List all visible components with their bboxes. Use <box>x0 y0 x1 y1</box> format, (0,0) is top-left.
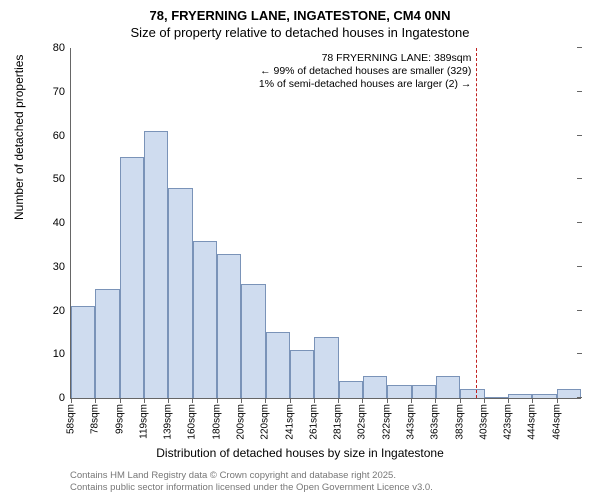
histogram-bar <box>193 241 217 399</box>
x-tick-mark <box>362 398 363 403</box>
histogram-bar <box>71 306 95 398</box>
x-tick-label: 58sqm <box>66 404 77 434</box>
x-tick-mark <box>192 398 193 403</box>
y-tick-mark <box>577 397 582 398</box>
annotation-line: ← 99% of detached houses are smaller (32… <box>259 65 471 78</box>
y-tick-label: 70 <box>53 86 71 98</box>
x-tick-label: 302sqm <box>357 404 368 440</box>
histogram-bar <box>339 381 363 399</box>
x-tick-label: 261sqm <box>308 404 319 440</box>
x-tick-mark <box>460 398 461 403</box>
y-tick-label: 10 <box>53 348 71 360</box>
histogram-bar <box>508 394 532 398</box>
x-tick-label: 383sqm <box>454 404 465 440</box>
histogram-bar <box>266 332 290 398</box>
y-tick-mark <box>577 353 582 354</box>
y-axis-label: Number of detached properties <box>12 55 26 220</box>
histogram-bar <box>241 284 265 398</box>
y-tick-label: 0 <box>59 392 71 404</box>
y-tick-mark <box>577 178 582 179</box>
x-tick-label: 363sqm <box>430 404 441 440</box>
x-tick-label: 160sqm <box>187 404 198 440</box>
x-tick-mark <box>338 398 339 403</box>
annotation-line: 78 FRYERNING LANE: 389sqm <box>259 52 471 65</box>
y-tick-label: 80 <box>53 42 71 54</box>
x-tick-mark <box>435 398 436 403</box>
x-tick-mark <box>265 398 266 403</box>
histogram-bar <box>95 289 119 398</box>
y-tick-mark <box>577 135 582 136</box>
y-tick-mark <box>577 47 582 48</box>
histogram-bar <box>412 385 436 398</box>
y-tick-mark <box>577 310 582 311</box>
histogram-bar <box>436 376 460 398</box>
histogram-bar <box>460 389 484 398</box>
x-tick-label: 403sqm <box>478 404 489 440</box>
histogram-bar <box>387 385 411 398</box>
x-tick-mark <box>290 398 291 403</box>
x-tick-label: 464sqm <box>551 404 562 440</box>
x-tick-label: 343sqm <box>406 404 417 440</box>
histogram-bar <box>290 350 314 398</box>
histogram-bar <box>485 397 508 398</box>
histogram-bar <box>144 131 168 398</box>
histogram-bars <box>71 48 581 398</box>
x-tick-mark <box>411 398 412 403</box>
x-tick-label: 78sqm <box>90 404 101 434</box>
y-tick-mark <box>577 266 582 267</box>
x-tick-mark <box>168 398 169 403</box>
x-tick-label: 322sqm <box>381 404 392 440</box>
credit-line-1: Contains HM Land Registry data © Crown c… <box>70 470 433 482</box>
x-tick-mark <box>532 398 533 403</box>
histogram-bar <box>120 157 144 398</box>
histogram-bar <box>532 394 556 398</box>
x-tick-label: 99sqm <box>114 404 125 434</box>
x-tick-label: 139sqm <box>163 404 174 440</box>
x-axis-label: Distribution of detached houses by size … <box>0 446 600 460</box>
x-tick-label: 281sqm <box>333 404 344 440</box>
chart-plot-area: 01020304050607080 58sqm78sqm99sqm119sqm1… <box>70 48 581 399</box>
x-tick-mark <box>557 398 558 403</box>
x-tick-mark <box>508 398 509 403</box>
histogram-bar <box>217 254 241 398</box>
x-tick-mark <box>241 398 242 403</box>
x-tick-mark <box>120 398 121 403</box>
y-tick-mark <box>577 222 582 223</box>
x-tick-label: 180sqm <box>211 404 222 440</box>
y-tick-label: 20 <box>53 305 71 317</box>
histogram-bar <box>314 337 338 398</box>
x-tick-mark <box>484 398 485 403</box>
x-tick-mark <box>95 398 96 403</box>
x-tick-mark <box>387 398 388 403</box>
y-tick-label: 50 <box>53 173 71 185</box>
x-tick-mark <box>314 398 315 403</box>
credit-text: Contains HM Land Registry data © Crown c… <box>70 470 433 494</box>
x-tick-label: 200sqm <box>236 404 247 440</box>
y-tick-label: 60 <box>53 130 71 142</box>
y-tick-mark <box>577 91 582 92</box>
x-tick-label: 220sqm <box>260 404 271 440</box>
x-tick-label: 119sqm <box>138 404 149 439</box>
y-tick-label: 40 <box>53 217 71 229</box>
histogram-bar <box>168 188 192 398</box>
x-tick-label: 423sqm <box>503 404 514 440</box>
histogram-bar <box>363 376 387 398</box>
y-tick-label: 30 <box>53 261 71 273</box>
x-tick-mark <box>71 398 72 403</box>
marker-line <box>476 48 477 398</box>
credit-line-2: Contains public sector information licen… <box>70 482 433 494</box>
chart-title-sub: Size of property relative to detached ho… <box>0 25 600 42</box>
x-tick-mark <box>144 398 145 403</box>
x-tick-label: 241sqm <box>284 404 295 440</box>
x-tick-mark <box>217 398 218 403</box>
x-tick-label: 444sqm <box>527 404 538 440</box>
chart-annotation: 78 FRYERNING LANE: 389sqm← 99% of detach… <box>259 52 471 91</box>
annotation-line: 1% of semi-detached houses are larger (2… <box>259 78 471 91</box>
chart-title-main: 78, FRYERNING LANE, INGATESTONE, CM4 0NN <box>0 0 600 25</box>
